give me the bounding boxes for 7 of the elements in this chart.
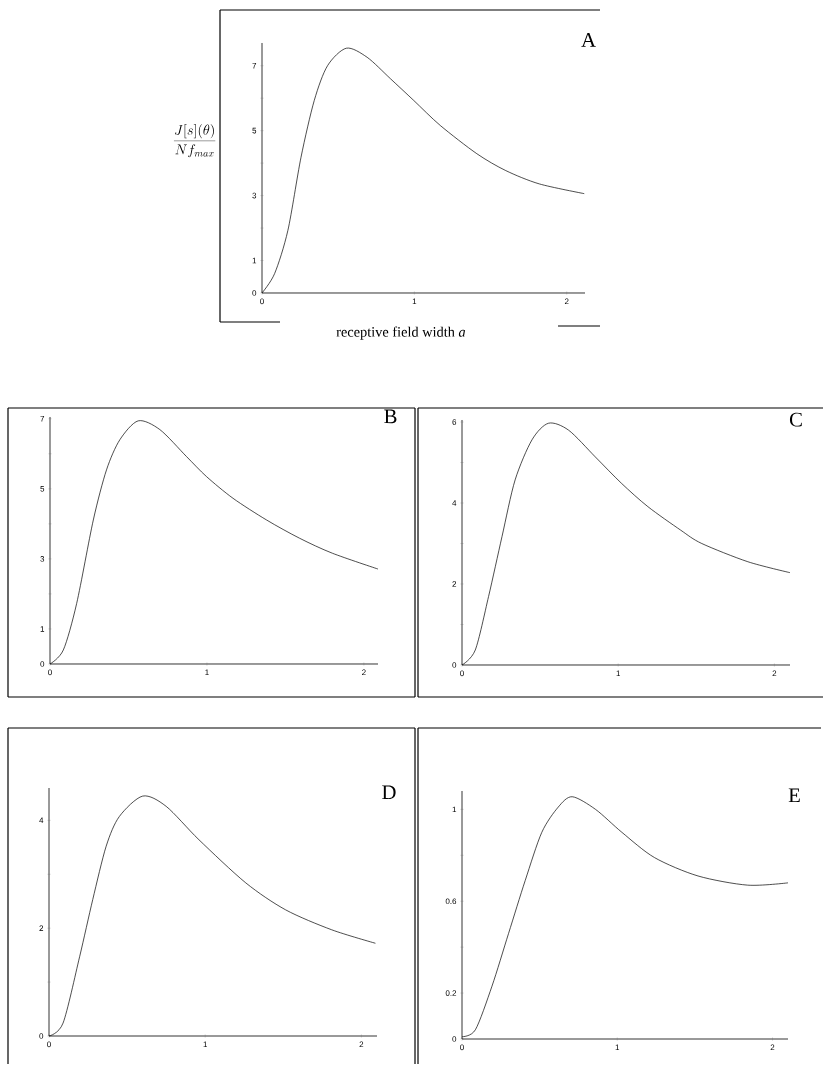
chart-title: E (788, 788, 800, 803)
chart-title: D (382, 785, 396, 800)
chart-title: C (789, 412, 802, 427)
chart-title: B (384, 409, 397, 424)
x-axis-title: receptive field width a (336, 326, 466, 340)
y-axis-title: $\frac{J[s](\theta)}{N f_{max}}$ (173, 123, 216, 158)
chart-title: A (581, 33, 596, 47)
